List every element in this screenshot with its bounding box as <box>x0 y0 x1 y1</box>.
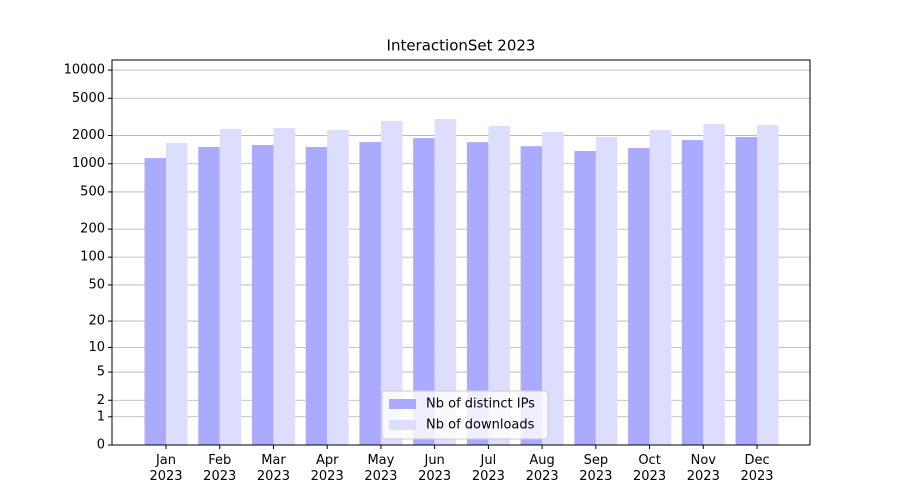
y-tick-label: 0 <box>97 438 105 453</box>
legend-swatch <box>389 399 416 409</box>
x-tick-label: Feb 2023 <box>203 453 237 484</box>
x-tick-label: Nov 2023 <box>686 453 720 484</box>
x-tick-label: Oct 2023 <box>633 453 667 484</box>
x-tick-label: Jan 2023 <box>149 453 183 484</box>
bar <box>166 143 188 445</box>
bar <box>273 128 295 445</box>
legend: Nb of distinct IPs Nb of downloads <box>381 390 549 440</box>
bar <box>144 158 166 445</box>
y-tick-label: 50 <box>88 277 105 292</box>
y-tick-label: 1000 <box>72 156 105 171</box>
x-tick-label: Jun 2023 <box>418 453 452 484</box>
bar <box>681 140 704 445</box>
legend-label: Nb of distinct IPs <box>426 397 535 412</box>
x-tick-label: Mar 2023 <box>256 453 290 484</box>
legend-label: Nb of downloads <box>426 418 535 433</box>
y-tick-label: 10 <box>88 340 105 355</box>
y-tick-label: 100 <box>80 250 105 265</box>
x-tick-label: May 2023 <box>364 453 398 484</box>
bar <box>327 130 349 445</box>
x-tick-label: Dec 2023 <box>740 453 774 484</box>
x-tick-label: Sep 2023 <box>579 453 613 484</box>
bar <box>595 137 618 445</box>
y-tick-label: 10000 <box>64 63 105 78</box>
bar <box>757 125 779 445</box>
y-tick-label: 500 <box>80 184 105 199</box>
x-tick-label: Apr 2023 <box>310 453 344 484</box>
bar <box>520 146 543 446</box>
bar <box>434 119 457 446</box>
y-tick-label: 5000 <box>72 91 105 106</box>
bar <box>542 132 564 445</box>
bar <box>703 124 725 446</box>
bar <box>198 146 220 445</box>
bar <box>305 146 328 445</box>
bar <box>628 148 650 445</box>
bar <box>219 128 242 445</box>
bar <box>735 137 758 445</box>
y-tick-label: 5 <box>97 365 105 380</box>
y-tick-label: 2000 <box>72 128 105 143</box>
bar <box>413 138 435 445</box>
legend-box <box>381 390 549 440</box>
bar <box>251 145 274 446</box>
plot-frame <box>111 59 811 446</box>
chart-title: InteractionSet 2023 <box>387 37 536 55</box>
y-tick-label: 200 <box>80 222 105 237</box>
y-tick-label: 2 <box>97 393 105 408</box>
y-tick-label: 20 <box>88 314 105 329</box>
bar <box>488 125 510 445</box>
bar <box>380 120 403 445</box>
y-tick-label: 1 <box>97 409 105 424</box>
x-tick-label: Aug 2023 <box>525 453 559 484</box>
bar <box>359 142 381 445</box>
bar <box>574 150 596 445</box>
legend-swatch <box>389 420 416 430</box>
x-tick-label: Jul 2023 <box>471 453 505 484</box>
bar <box>466 142 489 445</box>
bar <box>649 130 672 445</box>
